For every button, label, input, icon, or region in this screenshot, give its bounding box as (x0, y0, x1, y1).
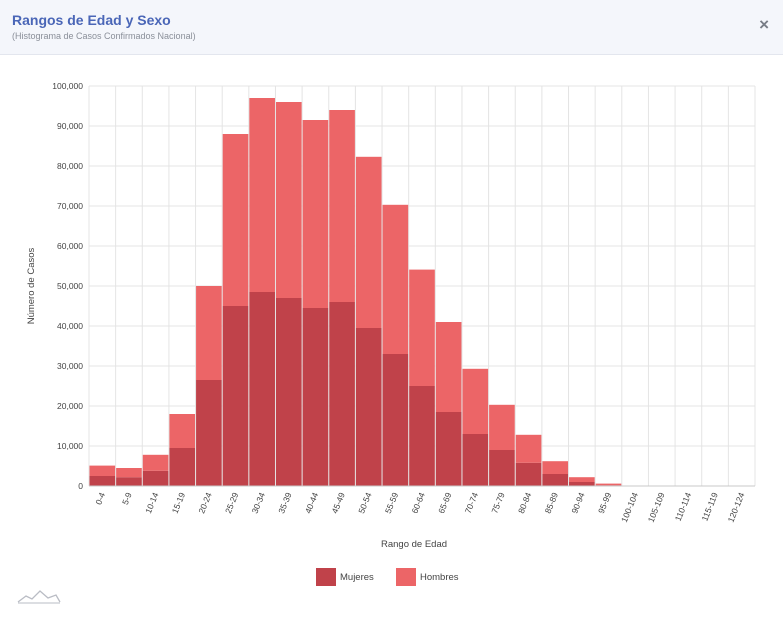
modal-header: Rangos de Edad y Sexo (Histograma de Cas… (0, 0, 783, 55)
y-tick-label: 70,000 (57, 201, 83, 211)
x-tick-label: 100-104 (619, 491, 640, 524)
y-tick-label: 30,000 (57, 361, 83, 371)
x-tick-label: 20-24 (196, 491, 214, 515)
bar-mujeres[interactable] (542, 474, 569, 486)
x-tick-label: 15-19 (170, 491, 188, 515)
x-tick-label: 90-94 (569, 491, 587, 515)
bar-hombres[interactable] (329, 110, 355, 302)
bar-mujeres[interactable] (462, 434, 489, 486)
bar-mujeres[interactable] (275, 298, 302, 486)
x-tick-label: 60-64 (409, 491, 427, 515)
y-tick-label: 100,000 (52, 81, 83, 91)
bar-mujeres[interactable] (435, 412, 462, 486)
bar-mujeres[interactable] (169, 448, 196, 486)
bar-hombres[interactable] (302, 120, 329, 308)
y-tick-label: 0 (78, 481, 83, 491)
bar-mujeres[interactable] (409, 386, 435, 486)
x-tick-label: 120-124 (726, 491, 747, 524)
bar-mujeres[interactable] (569, 482, 595, 486)
bar-hombres[interactable] (409, 269, 435, 386)
x-tick-label: 75-79 (489, 491, 507, 515)
bar-hombres[interactable] (489, 404, 515, 450)
bar-mujeres[interactable] (116, 477, 142, 486)
bar-mujeres[interactable] (142, 470, 169, 486)
bar-mujeres[interactable] (249, 292, 275, 486)
bar-mujeres[interactable] (515, 462, 542, 486)
x-tick-label: 10-14 (143, 491, 161, 515)
legend-swatch-hombres (396, 568, 416, 586)
x-tick-label: 35-39 (276, 491, 294, 515)
legend-label-hombres: Hombres (420, 572, 459, 583)
x-tick-label: 110-114 (673, 491, 694, 523)
x-tick-label: 40-44 (303, 491, 321, 515)
x-tick-label: 115-119 (699, 491, 720, 523)
chart-title: Rangos de Edad y Sexo (12, 12, 171, 28)
bar-hombres[interactable] (169, 414, 196, 448)
watermark-logo-icon (17, 590, 61, 604)
bar-hombres[interactable] (249, 98, 275, 292)
bar-hombres[interactable] (116, 468, 142, 478)
bar-mujeres[interactable] (302, 308, 329, 486)
y-tick-label: 50,000 (57, 281, 83, 291)
x-tick-label: 5-9 (120, 491, 134, 506)
x-tick-label: 105-109 (646, 491, 667, 524)
x-tick-label: 25-29 (223, 491, 241, 515)
y-tick-label: 10,000 (57, 441, 83, 451)
legend-label-mujeres: Mujeres (340, 572, 374, 583)
bar-hombres[interactable] (142, 454, 169, 471)
x-tick-label: 65-69 (436, 491, 454, 515)
bar-hombres[interactable] (542, 461, 569, 474)
y-tick-label: 20,000 (57, 401, 83, 411)
x-tick-label: 85-89 (543, 491, 561, 515)
x-tick-label: 70-74 (463, 491, 481, 515)
histogram-chart: 0 10,000 20,000 30,000 40,000 50,000 60,000 70,… (26, 81, 756, 586)
bar-hombres[interactable] (515, 434, 542, 463)
x-tick-label: 30-34 (250, 491, 268, 515)
bar-hombres[interactable] (196, 286, 222, 380)
bar-mujeres[interactable] (355, 328, 382, 486)
y-tick-label: 90,000 (57, 121, 83, 131)
x-tick-label: 95-99 (596, 491, 614, 515)
x-tick-label: 80-84 (516, 491, 534, 515)
bar-mujeres[interactable] (89, 476, 116, 486)
chart-subtitle: (Histograma de Casos Confirmados Naciona… (12, 31, 196, 41)
bar-hombres[interactable] (222, 134, 249, 306)
x-tick-label: 55-59 (383, 491, 401, 515)
y-tick-label: 40,000 (57, 321, 83, 331)
close-icon[interactable]: × (759, 15, 769, 34)
bar-mujeres[interactable] (222, 306, 249, 486)
bar-hombres[interactable] (382, 204, 409, 354)
bar-hombres[interactable] (595, 483, 622, 486)
y-tick-label: 60,000 (57, 241, 83, 251)
x-tick-label: 0-4 (93, 491, 107, 506)
bar-mujeres[interactable] (329, 302, 355, 486)
x-tick-label: 50-54 (356, 491, 374, 515)
bar-hombres[interactable] (89, 465, 116, 476)
bar-mujeres[interactable] (489, 450, 515, 486)
x-axis-title: Rango de Edad (381, 539, 447, 550)
y-tick-label: 80,000 (57, 161, 83, 171)
bar-hombres[interactable] (462, 368, 489, 434)
legend-swatch-mujeres (316, 568, 336, 586)
bar-hombres[interactable] (355, 156, 382, 328)
bar-hombres[interactable] (435, 322, 462, 412)
x-tick-label: 45-49 (330, 491, 348, 515)
bar-mujeres[interactable] (382, 354, 409, 486)
bar-hombres[interactable] (275, 102, 302, 298)
bar-mujeres[interactable] (196, 380, 222, 486)
bar-hombres[interactable] (569, 477, 595, 482)
y-axis-title: Número de Casos (26, 247, 37, 324)
